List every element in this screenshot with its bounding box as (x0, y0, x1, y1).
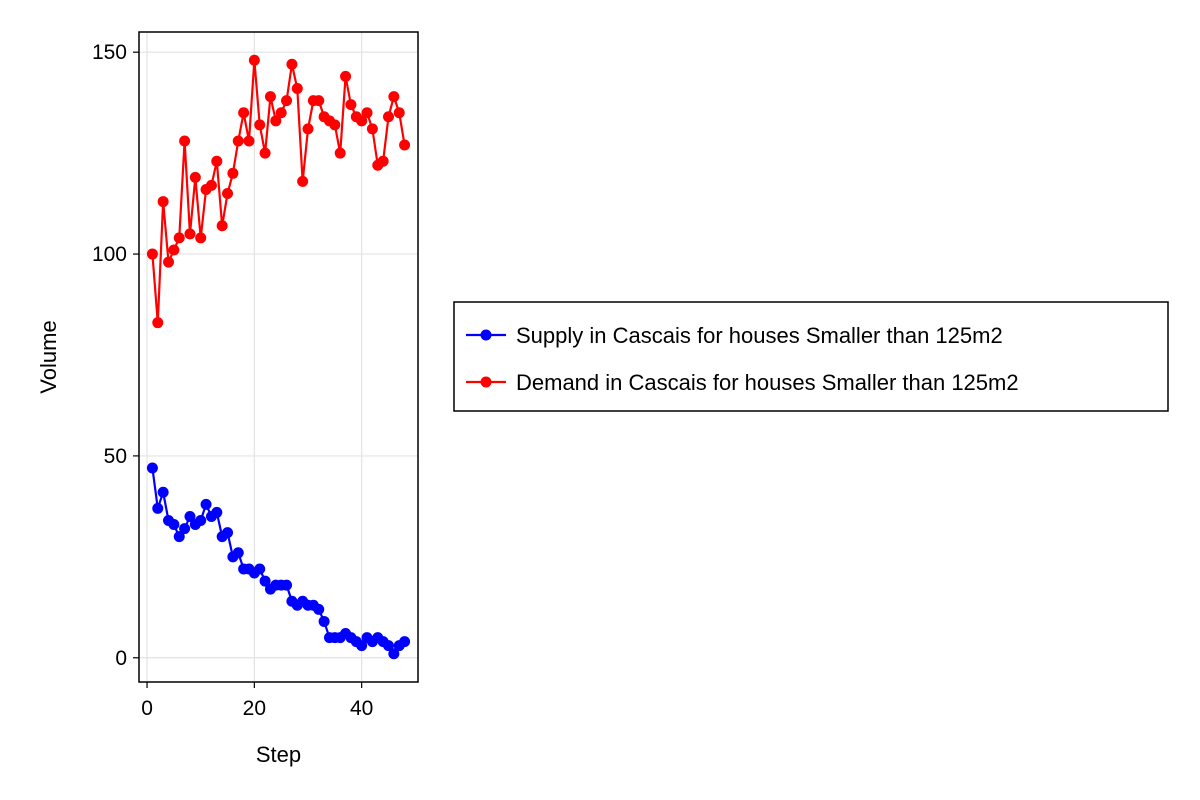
data-point (361, 107, 373, 119)
data-point (195, 515, 207, 527)
data-point (313, 95, 325, 107)
data-point (297, 175, 309, 187)
series-group (146, 54, 411, 660)
data-point (173, 232, 185, 244)
data-point (222, 527, 234, 539)
data-point (388, 91, 400, 103)
series-demand (146, 54, 411, 329)
data-point (382, 640, 394, 652)
data-point (243, 135, 255, 147)
data-point (200, 498, 212, 510)
data-point (356, 115, 368, 127)
legend-box (453, 301, 1169, 412)
data-point (393, 107, 405, 119)
data-point (340, 70, 352, 82)
data-point (168, 519, 180, 531)
data-point (264, 91, 276, 103)
data-point (227, 167, 239, 179)
data-point (345, 99, 357, 111)
data-point (173, 531, 185, 543)
data-point (399, 139, 411, 151)
data-point (189, 171, 201, 183)
data-point (216, 220, 228, 232)
data-point (232, 135, 244, 147)
data-point (195, 232, 207, 244)
y-tick-label: 100 (92, 243, 127, 266)
legend-marker (480, 329, 492, 341)
x-tick-label: 0 (141, 697, 153, 720)
data-point (248, 54, 260, 66)
data-point (259, 147, 271, 159)
y-axis-title: Volume (36, 320, 61, 393)
data-point (152, 317, 164, 329)
data-point (179, 135, 191, 147)
data-point (205, 179, 217, 191)
y-tick-label: 50 (104, 445, 127, 468)
data-point (146, 248, 158, 260)
legend-marker (480, 376, 492, 388)
x-axis-title: Step (256, 742, 301, 767)
data-point (318, 615, 330, 627)
data-point (286, 58, 298, 70)
x-tick-label: 20 (243, 697, 266, 720)
data-point (281, 579, 293, 591)
y-tick-label: 150 (92, 41, 127, 64)
data-point (329, 119, 341, 131)
series-line (151, 467, 406, 655)
data-point (168, 244, 180, 256)
data-point (399, 636, 411, 648)
legend-item: Supply in Cascais for houses Smaller tha… (466, 323, 1003, 348)
data-point (281, 95, 293, 107)
data-point (356, 640, 368, 652)
data-point (238, 107, 250, 119)
plot-frame (138, 31, 419, 683)
legend: Supply in Cascais for houses Smaller tha… (453, 301, 1169, 412)
data-point (157, 486, 169, 498)
data-point (211, 506, 223, 518)
data-point (211, 155, 223, 167)
data-point (382, 111, 394, 123)
data-point (275, 107, 287, 119)
legend-label: Supply in Cascais for houses Smaller tha… (516, 323, 1003, 348)
data-point (377, 155, 389, 167)
data-point (163, 256, 175, 268)
axes: 0 20 40 0 50 100 150 (92, 41, 373, 720)
data-point (270, 115, 282, 127)
data-point (152, 502, 164, 514)
x-tick-label: 40 (350, 697, 373, 720)
data-point (157, 196, 169, 208)
data-point (222, 187, 234, 199)
data-point (232, 547, 244, 559)
legend-label: Demand in Cascais for houses Smaller tha… (516, 370, 1019, 395)
series-line (151, 59, 406, 324)
data-point (179, 523, 191, 535)
data-point (334, 147, 346, 159)
data-point (184, 510, 196, 522)
data-point (291, 83, 303, 95)
data-point (146, 462, 158, 474)
data-point (302, 123, 314, 135)
data-point (388, 648, 400, 660)
series-supply (146, 462, 411, 660)
data-point (313, 603, 325, 615)
legend-item: Demand in Cascais for houses Smaller tha… (466, 370, 1019, 395)
data-point (254, 563, 266, 575)
y-tick-label: 0 (115, 647, 127, 670)
data-point (254, 119, 266, 131)
data-point (366, 123, 378, 135)
data-point (259, 575, 271, 587)
data-point (184, 228, 196, 240)
